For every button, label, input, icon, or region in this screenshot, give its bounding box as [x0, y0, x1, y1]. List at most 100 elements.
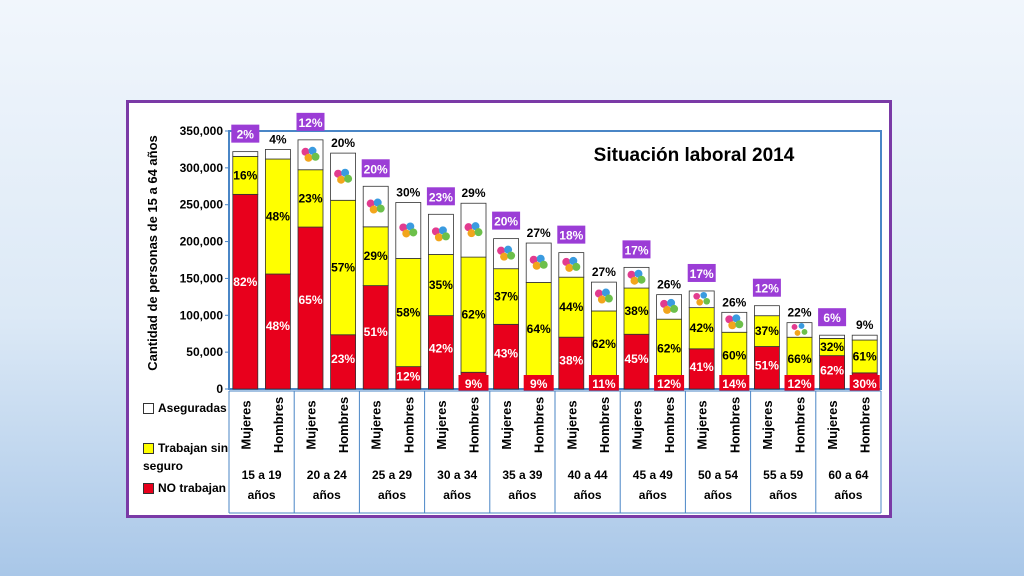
inss-logo-dot: [791, 324, 798, 330]
bar-segment-sin-seguro: [851, 339, 878, 374]
x-group-label-unit: años: [769, 488, 797, 502]
legend-label: Trabajan sin seguro: [143, 441, 229, 473]
data-label-aseguradas: 12%: [298, 116, 322, 130]
aseguradas-label-box: [296, 112, 325, 131]
data-label-sin-seguro: 29%: [364, 249, 388, 263]
data-label-no-trabajan: 11%: [592, 377, 616, 391]
inss-logo-dot: [696, 298, 704, 306]
x-group-label-unit: años: [704, 488, 732, 502]
no-trabajan-label-box: [784, 375, 815, 391]
y-tick-label: 200,000: [180, 235, 224, 249]
data-label-aseguradas: 18%: [559, 229, 583, 243]
bar-segment-sin-seguro: [656, 318, 682, 379]
x-group-label: 30 a 34: [437, 468, 477, 482]
x-tick-label-sex: Hombres: [858, 397, 873, 453]
bar-segment-sin-seguro: [264, 158, 291, 275]
data-label-aseguradas: 29%: [461, 186, 485, 200]
y-tick-label: 350,000: [180, 124, 224, 138]
x-group-label-unit: años: [508, 488, 536, 502]
x-tick-label-sex: Mujeres: [499, 400, 514, 449]
bar-segment-no-trabajan: [362, 285, 389, 390]
inss-logo-dot: [369, 205, 378, 214]
plot-border: [228, 130, 882, 390]
inss-logo-dot: [539, 260, 548, 269]
aseguradas-label-box: [622, 240, 651, 259]
inss-logo-dot: [532, 261, 541, 270]
inss-logo-dot: [471, 222, 480, 231]
bar-segment-sin-seguro: [330, 199, 357, 336]
chart-frame: Situación laboral 2014 Cantidad de perso…: [126, 100, 892, 518]
inss-logo-dot: [670, 304, 679, 313]
data-label-aseguradas: 17%: [624, 243, 648, 257]
data-label-no-trabajan: 51%: [364, 325, 388, 339]
inss-logo-dot: [703, 297, 711, 305]
data-label-no-trabajan: 82%: [233, 275, 257, 289]
data-label-sin-seguro: 62%: [461, 308, 485, 322]
inss-logo-dot: [406, 222, 415, 231]
no-trabajan-label-box: [523, 375, 554, 391]
data-label-no-trabajan: 23%: [331, 352, 355, 366]
x-group-label-unit: años: [834, 488, 862, 502]
inss-logo-dot: [337, 175, 346, 184]
aseguradas-label-box: [492, 211, 521, 230]
inss-logo-dot: [301, 147, 310, 156]
x-group-label-unit: años: [443, 488, 471, 502]
y-axis-label: Cantidad de personas de 15 a 64 años: [145, 135, 160, 371]
x-group-label: 55 a 59: [763, 468, 803, 482]
inss-logo-dot: [467, 229, 476, 238]
y-tick-label: 100,000: [180, 308, 224, 322]
x-group-label-unit: años: [574, 488, 602, 502]
bar-segment-no-trabajan: [427, 315, 454, 390]
inss-logo-dot: [798, 323, 805, 329]
data-label-sin-seguro: 44%: [559, 300, 583, 314]
inss-logo-dot: [500, 252, 509, 261]
data-label-no-trabajan: 38%: [559, 353, 583, 367]
plot-area: 0 50,000 100,000 150,000 200,000 250,000 300,0…: [180, 112, 882, 514]
inss-logo-dot: [562, 257, 571, 266]
no-trabajan-label-box: [588, 375, 619, 391]
chart-title: Situación laboral 2014: [594, 145, 795, 166]
aseguradas-label-box: [426, 187, 455, 206]
x-group-label: 35 a 39: [502, 468, 542, 482]
bar-segment-sin-seguro: [623, 287, 650, 335]
data-label-sin-seguro: 32%: [820, 340, 844, 354]
inss-logo-dot: [667, 298, 676, 307]
aseguradas-label-box: [557, 225, 586, 244]
data-label-aseguradas: 20%: [364, 162, 388, 176]
x-tick-label-sex: Hombres: [597, 397, 612, 453]
bar-segment-sin-seguro: [721, 331, 748, 379]
data-label-aseguradas: 26%: [722, 295, 746, 309]
bar-segment-sin-seguro: [232, 155, 259, 195]
inss-logo-dot: [399, 223, 408, 232]
x-tick-label-sex: Mujeres: [630, 400, 645, 449]
aseguradas-label-box: [752, 278, 781, 297]
no-trabajan-label-box: [719, 375, 750, 391]
inss-logo-dot: [409, 228, 418, 237]
bar-segment-sin-seguro: [460, 256, 487, 373]
x-group-label-unit: años: [639, 488, 667, 502]
inss-logo-dot: [308, 146, 317, 155]
data-label-sin-seguro: 37%: [494, 290, 518, 304]
inss-logo-dot: [529, 255, 538, 264]
inss-logo-dot: [341, 168, 350, 177]
bar-segment-no-trabajan: [264, 273, 291, 390]
data-label-aseguradas: 12%: [755, 282, 779, 296]
x-group-label: 15 a 19: [242, 468, 282, 482]
data-label-sin-seguro: 38%: [624, 304, 648, 318]
inss-logo-dot: [728, 321, 737, 330]
inss-logo-dot: [634, 269, 643, 278]
data-label-no-trabajan: 9%: [465, 377, 483, 391]
aseguradas-label-box: [361, 159, 390, 178]
x-tick-label-sex: Hombres: [532, 397, 547, 453]
data-label-aseguradas: 9%: [856, 318, 874, 332]
data-label-no-trabajan: 12%: [787, 377, 811, 391]
legend-item-aseguradas: Aseguradas: [143, 401, 227, 415]
no-trabajan-label-box: [458, 375, 489, 391]
y-tick-label: 50,000: [186, 345, 223, 359]
data-label-no-trabajan: 12%: [396, 370, 420, 384]
data-label-aseguradas: 27%: [592, 265, 616, 279]
data-label-sin-seguro: 58%: [396, 306, 420, 320]
inss-logo-dot: [434, 233, 443, 242]
data-label-no-trabajan: 43%: [494, 346, 518, 360]
inss-logo-dot: [637, 275, 646, 284]
